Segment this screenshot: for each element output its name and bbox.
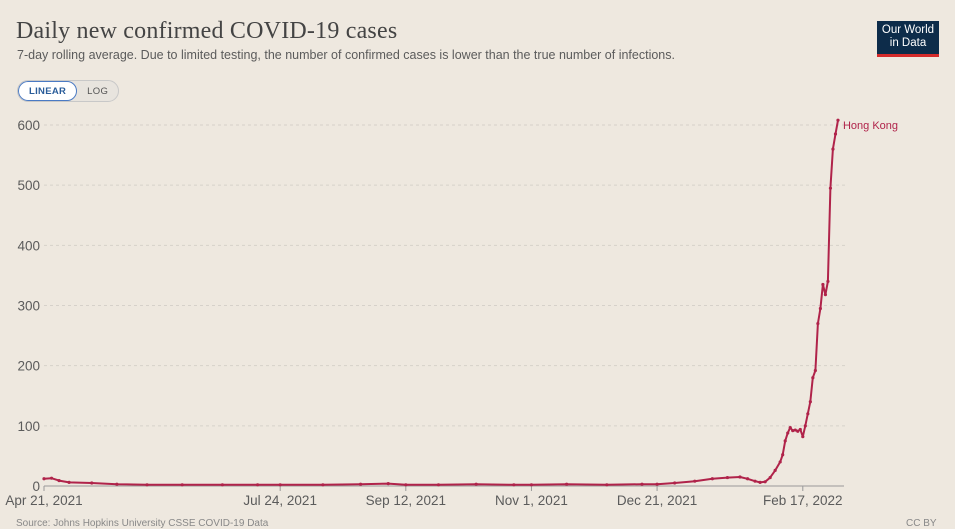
owid-logo[interactable]: Our World in Data: [877, 21, 939, 57]
license-link[interactable]: CC BY: [906, 518, 937, 529]
data-point: [793, 428, 797, 432]
data-point: [783, 439, 787, 443]
source-note[interactable]: Source: Johns Hopkins University CSSE CO…: [16, 518, 269, 529]
x-tick-label: Nov 1, 2021: [495, 493, 568, 508]
series-label: Hong Kong: [843, 120, 898, 132]
data-point: [836, 118, 840, 122]
data-point: [42, 477, 46, 481]
data-point: [529, 483, 534, 487]
data-point: [826, 279, 830, 284]
data-point: [796, 429, 800, 433]
data-point: [321, 483, 325, 487]
data-point: [788, 426, 792, 430]
y-tick-label: 200: [17, 359, 40, 374]
series-line: [43, 120, 839, 486]
x-tick-label: Apr 21, 2021: [5, 493, 82, 508]
y-tick-label: 600: [17, 118, 40, 133]
chart-subtitle: 7-day rolling average. Due to limited te…: [17, 48, 675, 62]
data-point: [808, 400, 812, 404]
y-tick-label: 100: [17, 419, 40, 434]
data-point: [725, 475, 730, 480]
data-point: [753, 479, 757, 483]
data-point: [90, 481, 94, 485]
data-point: [763, 480, 767, 484]
data-point: [673, 481, 677, 485]
data-point: [781, 453, 785, 457]
data-point: [806, 412, 810, 416]
log-scale-button[interactable]: LOG: [77, 81, 118, 101]
data-point: [640, 482, 644, 486]
data-point: [773, 468, 777, 472]
data-point: [180, 483, 184, 487]
data-point: [565, 482, 569, 486]
x-tick-label: Sep 12, 2021: [366, 493, 446, 508]
data-point: [816, 321, 820, 326]
logo-line-2: in Data: [889, 37, 927, 49]
data-point: [474, 482, 478, 486]
scale-toggle: LINEAR LOG: [17, 80, 120, 102]
data-point: [823, 293, 828, 297]
data-point: [791, 429, 795, 433]
data-point: [358, 482, 363, 486]
data-point: [833, 132, 838, 136]
data-point: [49, 476, 54, 480]
data-point: [813, 368, 817, 373]
data-point: [605, 483, 609, 487]
data-point: [67, 480, 71, 484]
data-point: [803, 424, 807, 428]
y-tick-label: 0: [32, 479, 40, 494]
x-tick-label: Feb 17, 2022: [763, 493, 843, 508]
y-tick-label: 500: [17, 178, 40, 193]
data-point: [655, 482, 659, 486]
data-point: [404, 483, 408, 487]
data-point: [801, 435, 805, 439]
data-point: [115, 482, 119, 486]
x-tick-label: Dec 21, 2021: [617, 493, 697, 508]
data-point: [436, 483, 441, 487]
data-point: [818, 306, 822, 311]
data-point: [811, 376, 815, 380]
data-point: [220, 483, 224, 487]
data-point: [278, 483, 282, 487]
data-point: [821, 282, 825, 287]
data-point: [57, 478, 61, 483]
data-point: [768, 475, 772, 480]
data-point: [758, 480, 762, 484]
data-point: [778, 460, 782, 464]
logo-line-1: Our World: [881, 24, 935, 36]
x-tick-label: Jul 24, 2021: [243, 493, 317, 508]
data-point: [745, 477, 750, 481]
y-tick-label: 400: [17, 238, 40, 253]
data-point: [693, 479, 697, 483]
data-point: [386, 481, 390, 486]
data-point: [786, 431, 790, 435]
data-point: [738, 475, 742, 479]
linear-scale-button[interactable]: LINEAR: [18, 81, 78, 101]
data-point: [145, 483, 149, 487]
data-point: [831, 147, 835, 151]
data-point: [512, 483, 516, 487]
data-point: [828, 186, 833, 190]
y-tick-label: 300: [17, 299, 40, 314]
data-point: [710, 477, 714, 481]
chart-title: Daily new confirmed COVID-19 cases: [16, 18, 398, 44]
data-point: [798, 427, 802, 432]
data-point: [255, 483, 260, 487]
